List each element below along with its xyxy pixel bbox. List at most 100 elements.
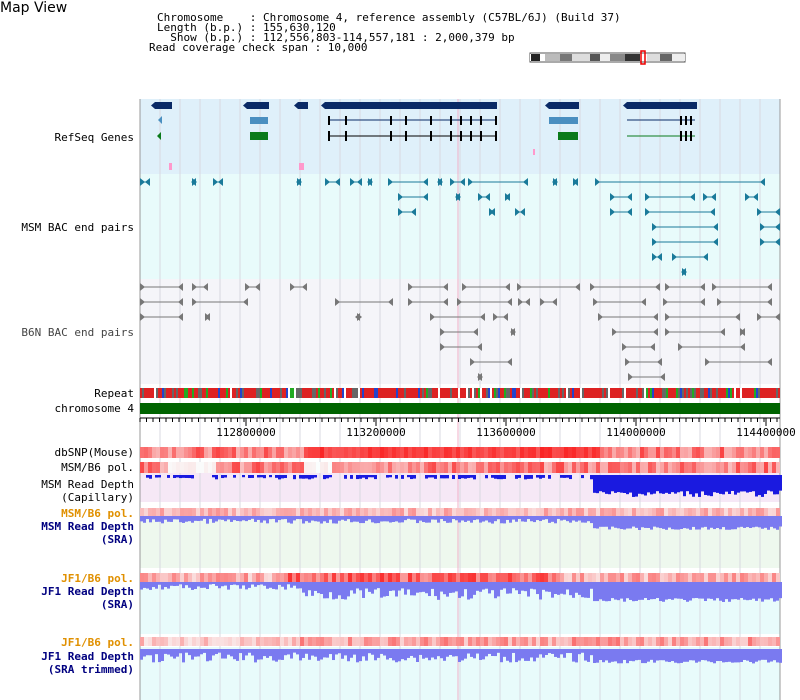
msm-bac-pair-end <box>652 223 657 231</box>
jf1-depth-sra-bar <box>212 582 215 585</box>
jf1-depth-trim-bar <box>227 649 230 655</box>
jf1-depth-trim-bar <box>350 649 353 658</box>
msm-bac-pair-end <box>515 208 520 216</box>
msm-depth-sra-bar <box>446 516 449 523</box>
msm-depth-capillary-bar <box>770 475 773 492</box>
dbsnp-cell <box>596 447 600 458</box>
jf1-depth-sra-bar <box>503 582 506 589</box>
jf1-b6-pol-trim-cell <box>364 637 368 646</box>
msm-b6-pol-cell <box>568 462 572 473</box>
jf1-depth-sra-bar <box>590 582 593 589</box>
msm-depth-sra-bar <box>578 516 581 521</box>
msm-depth-sra-bar <box>749 516 752 529</box>
msm-depth-capillary-bar <box>257 475 260 478</box>
b6n-bac-pair-end <box>740 328 745 336</box>
jf1-b6-pol-trim-cell <box>628 637 632 646</box>
dbsnp-cell <box>332 447 336 458</box>
jf1-depth-sra-bar <box>359 582 362 591</box>
repeat-segment <box>622 388 624 398</box>
gene-arrow <box>151 102 155 109</box>
msm-depth-capillary-bar <box>212 475 215 478</box>
repeat-segment <box>506 388 508 398</box>
jf1-b6-pol-cell <box>692 573 696 582</box>
refseq-genes-label[interactable]: RefSeq Genes <box>54 131 134 144</box>
jf1-b6-pol-trim-cell <box>384 637 388 646</box>
dbsnp-cell <box>684 447 688 458</box>
msm-depth-capillary-bar <box>689 475 692 495</box>
jf1-b6-pol-cell <box>276 573 280 582</box>
msm-depth-sra-bar <box>143 516 146 523</box>
b6n-bac-pair-end <box>140 283 145 291</box>
jf1-b6-pol-trim-cell <box>452 637 456 646</box>
jf1-b6-pol-trim-cell <box>536 637 540 646</box>
repeat-segment <box>242 388 244 398</box>
dbsnp-cell <box>520 447 524 458</box>
msm-depth-sra-bar <box>386 516 389 522</box>
jf1-b6-pol-trim-cell <box>356 637 360 646</box>
msm-b6-pol-cell <box>580 462 584 473</box>
jf1-depth-sra-bar <box>485 582 488 589</box>
b6n-bac-pair-end <box>767 298 772 306</box>
msm-b6-pol-sra-cell <box>732 508 736 517</box>
jf1-depth-trim-bar <box>476 649 479 654</box>
jf1-depth-sra-bar <box>368 582 371 592</box>
jf1-depth-sra-bar <box>377 582 380 589</box>
jf1-depth-sra-bar <box>305 582 308 597</box>
jf1-depth-sra-bar <box>347 582 350 597</box>
jf1-depth-trim-bar <box>230 649 233 657</box>
b6n-bac-pair-end <box>767 358 772 366</box>
msm-b6-pol-cell <box>160 462 164 473</box>
dbsnp-cell <box>284 447 288 458</box>
jf1-b6-pol-trim-cell <box>340 637 344 646</box>
jf1-b6-pol-trim-cell <box>604 637 608 646</box>
repeat-segment <box>188 388 190 398</box>
b6n-bac-pair-end <box>140 313 145 321</box>
jf1-b6-pol-cell <box>420 573 424 582</box>
jf1-b6-pol-trim-cell <box>556 637 560 646</box>
gene-arrow <box>545 102 549 109</box>
dbsnp-cell <box>748 447 752 458</box>
repeat-segment <box>432 388 434 398</box>
msm-bac-end-pairs-label[interactable]: MSM BAC end pairs <box>21 221 134 234</box>
jf1-depth-sra-bar <box>551 582 554 598</box>
jf1-b6-pol-cell <box>684 573 688 582</box>
jf1-b6-pol-cell <box>416 573 420 582</box>
b6n-bac-pair-end <box>178 283 183 291</box>
msm-b6-pol-cell <box>608 462 612 473</box>
ideogram-band <box>560 54 572 61</box>
jf1-depth-trim-bar <box>290 649 293 659</box>
repeat-segment <box>346 388 348 398</box>
ideogram-band <box>531 54 540 61</box>
dbsnp-cell <box>184 447 188 458</box>
repeat-segment <box>426 388 428 398</box>
jf1-b6-pol-cell <box>264 573 268 582</box>
msm-b6-pol-cell <box>424 462 428 473</box>
msm-b6-pol-sra-cell <box>544 508 548 517</box>
jf1-b6-pol-trim-cell <box>700 637 704 646</box>
jf1-depth-trim-bar <box>482 649 485 660</box>
repeat-segment <box>690 388 692 398</box>
jf1-b6-pol-trim-cell <box>756 637 760 646</box>
jf1-depth-sra-bar <box>284 582 287 590</box>
jf1-depth-trim-bar <box>170 649 173 657</box>
msm-b6-pol-sra-cell <box>168 508 172 517</box>
b6n-bac-pair-end <box>552 298 557 306</box>
repeat-segment <box>180 388 182 398</box>
jf1-depth-trim-bar <box>233 649 236 660</box>
msm-bac-pair-end <box>450 178 455 186</box>
jf1-b6-pol-trim-cell <box>328 637 332 646</box>
msm-b6-pol-cell <box>444 462 448 473</box>
b6n-bac-end-pairs-label[interactable]: B6N BAC end pairs <box>21 326 134 339</box>
jf1-b6-pol-cell <box>496 573 500 582</box>
jf1-b6-pol-trim-cell <box>412 637 416 646</box>
repeat-segment <box>580 388 582 398</box>
msm-depth-capillary-bar <box>653 475 656 494</box>
msm-b6-pol-cell <box>156 462 160 473</box>
dbsnp-cell <box>580 447 584 458</box>
jf1-depth-trim-bar <box>632 649 635 662</box>
ideogram-band <box>610 54 625 61</box>
jf1-depth-sra-bar <box>398 582 401 591</box>
jf1-depth-trim-bar <box>749 649 752 662</box>
jf1-b6-pol-cell <box>412 573 416 582</box>
